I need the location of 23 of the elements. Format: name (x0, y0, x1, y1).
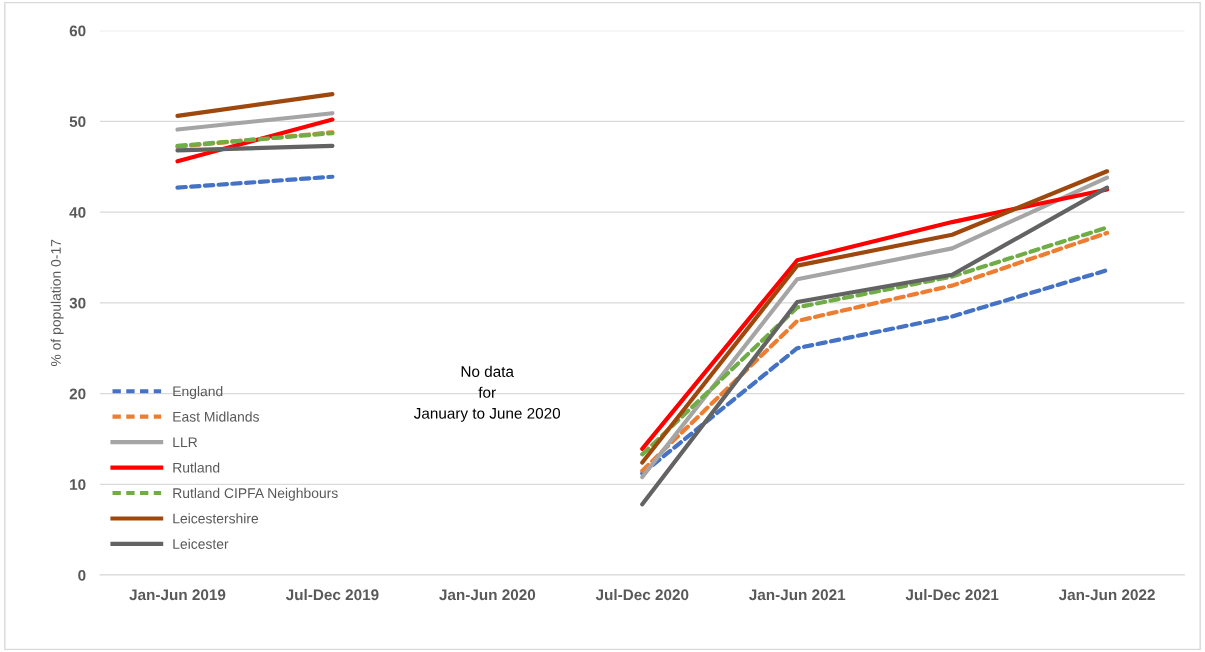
annotation: No data for January to June 2020 (413, 365, 561, 422)
y-tick-label: 50 (69, 116, 86, 128)
y-tick-label: 20 (69, 388, 86, 400)
y-axis-title: % of population 0-17 (50, 239, 64, 367)
legend-label: Leicester (173, 538, 229, 549)
x-tick-label: Jan-Jun 2020 (439, 589, 536, 601)
y-tick-label: 0 (78, 569, 86, 581)
legend-label: Leicestershire (173, 513, 259, 524)
x-tick-label: Jan-Jun 2021 (749, 589, 846, 601)
y-tick-label: 40 (69, 206, 86, 218)
x-tick-label: Jan-Jun 2019 (129, 589, 226, 601)
x-tick-label: Jul-Dec 2019 (285, 588, 379, 601)
legend-label: England (173, 386, 223, 399)
x-tick-label: Jan-Jun 2022 (1058, 589, 1155, 601)
legend-label: LLR (173, 437, 198, 448)
y-tick-label: 10 (70, 479, 86, 491)
legend-label: Rutland CIPFA Neighbours (173, 487, 338, 501)
legend-label: East Midlands (173, 411, 259, 422)
legend-label: Rutland (173, 462, 220, 473)
x-tick-label: Jul-Dec 2020 (595, 588, 689, 601)
y-tick-label: 30 (69, 297, 86, 309)
y-tick-label: 60 (69, 25, 86, 37)
x-tick-label: Jul-Dec 2021 (905, 588, 999, 601)
